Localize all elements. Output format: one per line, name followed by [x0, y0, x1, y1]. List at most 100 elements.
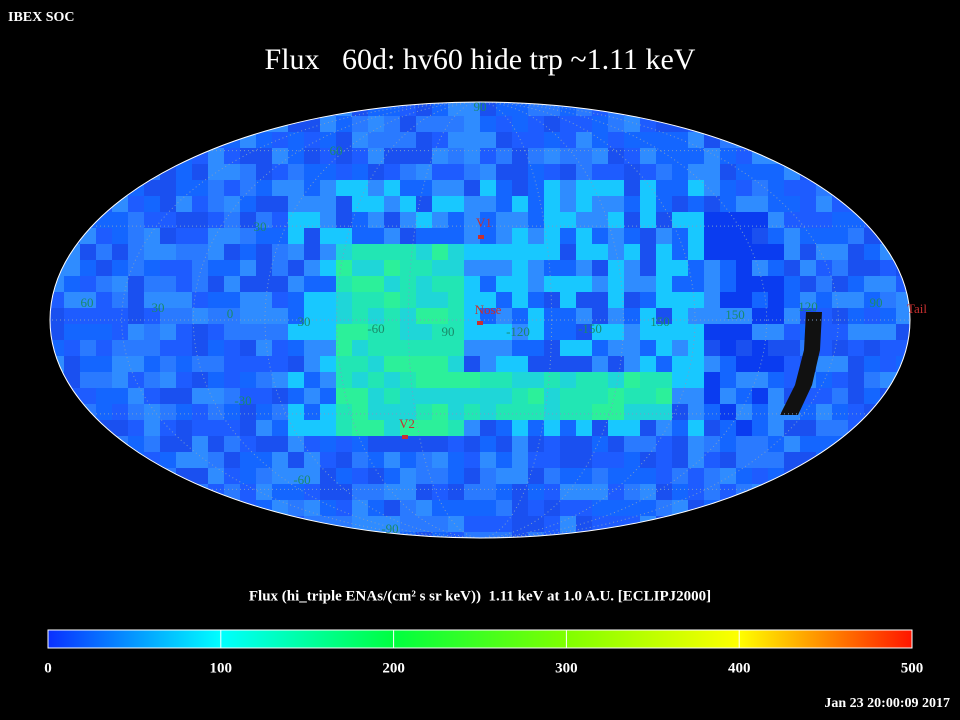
sky-pixel: [384, 116, 400, 132]
sky-pixel: [400, 484, 416, 500]
sky-pixel: [256, 324, 272, 340]
sky-pixel: [416, 116, 432, 132]
sky-pixel: [464, 244, 480, 260]
sky-pixel: [352, 244, 368, 260]
sky-pixel: [336, 180, 352, 196]
marker-dot: [402, 435, 408, 439]
sky-pixel: [720, 436, 736, 452]
sky-pixel: [256, 292, 272, 308]
sky-pixel: [432, 484, 448, 500]
sky-pixel: [736, 372, 752, 388]
sky-pixel: [768, 180, 784, 196]
sky-pixel: [192, 324, 208, 340]
sky-pixel: [880, 356, 896, 372]
sky-pixel: [400, 148, 416, 164]
colorbar-label: Flux (hi_triple ENAs/(cm² s sr keV)) 1.1…: [249, 588, 711, 604]
sky-pixel: [304, 468, 320, 484]
sky-pixel: [592, 260, 608, 276]
sky-pixel: [544, 148, 560, 164]
sky-pixel: [448, 500, 464, 516]
sky-pixel: [576, 196, 592, 212]
sky-pixel: [304, 260, 320, 276]
sky-pixel: [800, 276, 816, 292]
sky-pixel: [208, 164, 224, 180]
sky-pixel: [560, 468, 576, 484]
sky-pixel: [624, 436, 640, 452]
sky-pixel: [800, 180, 816, 196]
sky-pixel: [496, 260, 512, 276]
sky-pixel: [320, 436, 336, 452]
sky-pixel: [752, 260, 768, 276]
sky-pixel: [608, 340, 624, 356]
sky-pixel: [496, 196, 512, 212]
sky-pixel: [624, 276, 640, 292]
sky-pixel: [704, 404, 720, 420]
sky-pixel: [256, 212, 272, 228]
sky-pixel: [160, 324, 176, 340]
sky-pixel: [864, 276, 880, 292]
grid-label: 30: [254, 219, 267, 234]
sky-pixel: [432, 196, 448, 212]
sky-pixel: [640, 164, 656, 180]
sky-pixel: [816, 244, 832, 260]
sky-pixel: [496, 468, 512, 484]
sky-pixel: [160, 452, 176, 468]
sky-pixel: [496, 276, 512, 292]
sky-pixel: [224, 228, 240, 244]
sky-pixel: [752, 372, 768, 388]
sky-pixel: [448, 212, 464, 228]
sky-pixel: [288, 196, 304, 212]
sky-pixel: [624, 468, 640, 484]
sky-pixel: [256, 244, 272, 260]
sky-pixel: [416, 244, 432, 260]
sky-pixel: [560, 500, 576, 516]
sky-pixel: [464, 324, 480, 340]
grid-label: 150: [650, 314, 670, 329]
sky-pixel: [544, 260, 560, 276]
sky-pixel: [112, 324, 128, 340]
sky-pixel: [336, 244, 352, 260]
sky-pixel: [816, 276, 832, 292]
sky-pixel: [432, 340, 448, 356]
sky-pixel: [256, 276, 272, 292]
sky-pixel: [496, 516, 512, 532]
sky-pixel: [848, 372, 864, 388]
sky-pixel: [320, 212, 336, 228]
sky-pixel: [656, 276, 672, 292]
sky-pixel: [848, 292, 864, 308]
sky-pixel: [784, 436, 800, 452]
sky-pixel: [288, 452, 304, 468]
sky-pixel: [256, 388, 272, 404]
sky-pixel: [656, 388, 672, 404]
sky-pixel: [864, 340, 880, 356]
sky-pixel: [736, 404, 752, 420]
sky-pixel: [416, 372, 432, 388]
sky-pixel: [352, 164, 368, 180]
sky-pixel: [240, 276, 256, 292]
sky-pixel: [752, 356, 768, 372]
sky-pixel: [592, 420, 608, 436]
sky-pixel: [448, 404, 464, 420]
sky-pixel: [544, 452, 560, 468]
sky-pixel: [496, 164, 512, 180]
sky-pixel: [576, 404, 592, 420]
sky-pixel: [304, 372, 320, 388]
sky-pixel: [688, 308, 704, 324]
sky-pixel: [848, 356, 864, 372]
grid-label: 0: [227, 306, 234, 321]
sky-pixel: [224, 436, 240, 452]
sky-pixel: [864, 372, 880, 388]
sky-pixel: [544, 212, 560, 228]
sky-pixel: [784, 340, 800, 356]
sky-pixel: [256, 468, 272, 484]
sky-pixel: [192, 244, 208, 260]
sky-pixel: [848, 260, 864, 276]
sky-pixel: [624, 212, 640, 228]
sky-pixel: [304, 244, 320, 260]
sky-pixel: [832, 388, 848, 404]
sky-pixel: [864, 292, 880, 308]
sky-pixel: [224, 340, 240, 356]
sky-pixel: [528, 228, 544, 244]
sky-pixel: [288, 324, 304, 340]
sky-pixel: [448, 484, 464, 500]
